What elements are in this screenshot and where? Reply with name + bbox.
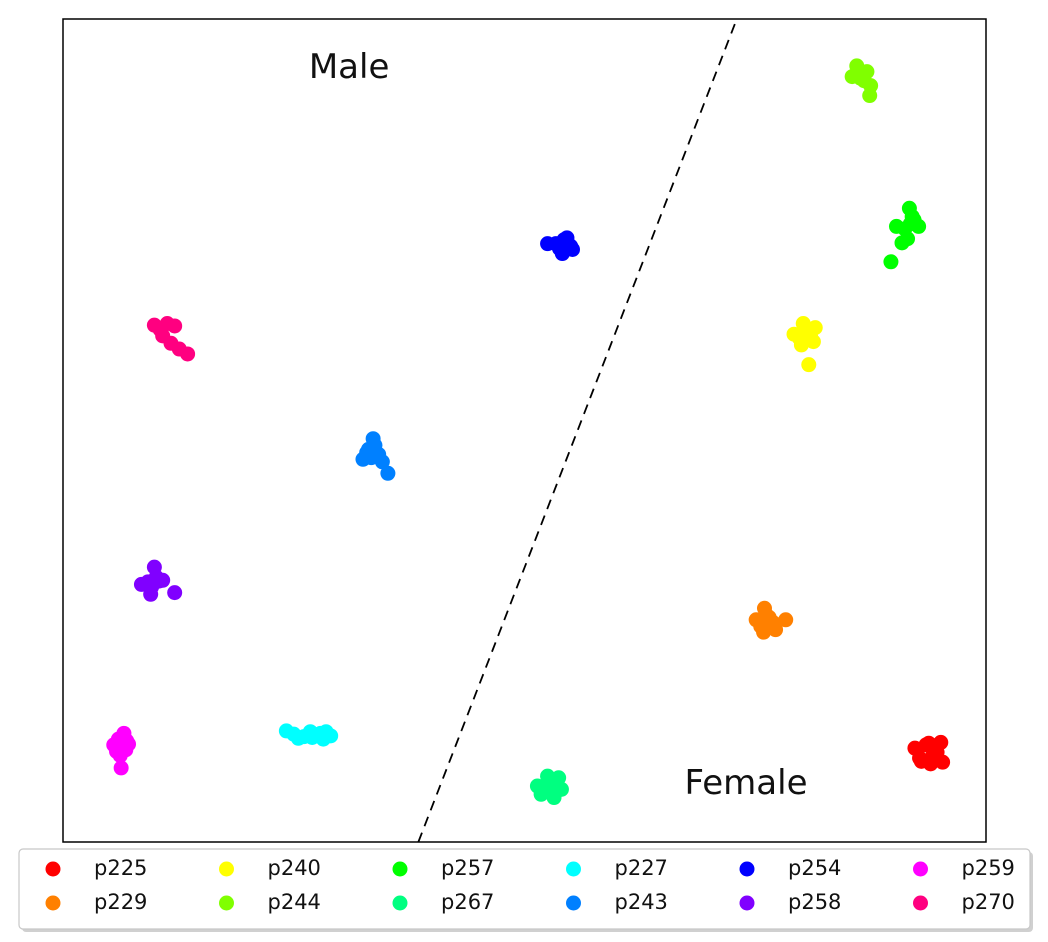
legend-item-p244: p244 bbox=[219, 890, 321, 914]
point-p227 bbox=[290, 730, 306, 746]
legend-item-p254: p254 bbox=[739, 856, 841, 880]
points-layer bbox=[106, 58, 951, 806]
legend-marker-p257 bbox=[392, 861, 408, 877]
point-p240 bbox=[792, 330, 808, 346]
point-p243 bbox=[374, 454, 390, 470]
legend-item-p257: p257 bbox=[392, 856, 494, 880]
legend: p225 p229 p240 p244 p257 p267 p227 p243 p254 p258… bbox=[18, 848, 1033, 932]
legend-label-p225: p225 bbox=[94, 856, 147, 880]
point-p257 bbox=[906, 212, 922, 228]
legend-item-p258: p258 bbox=[739, 890, 841, 914]
gender-divider-line bbox=[417, 18, 738, 843]
legend-item-p229: p229 bbox=[45, 890, 147, 914]
point-p270 bbox=[167, 318, 183, 334]
point-p257 bbox=[901, 200, 917, 216]
legend-label-p258: p258 bbox=[788, 890, 841, 914]
point-p243 bbox=[365, 431, 381, 447]
point-p229 bbox=[761, 609, 777, 625]
point-p270 bbox=[180, 346, 196, 362]
point-p259 bbox=[113, 760, 129, 776]
legend-marker-p254 bbox=[739, 861, 755, 877]
point-p244 bbox=[849, 58, 865, 74]
legend-label-p267: p267 bbox=[441, 890, 494, 914]
legend-label-p243: p243 bbox=[615, 890, 668, 914]
series-p270 bbox=[146, 316, 196, 362]
region-label-male: Male bbox=[309, 47, 390, 87]
point-p254 bbox=[559, 230, 575, 246]
legend-marker-p229 bbox=[45, 895, 61, 911]
legend-label-p270: p270 bbox=[962, 890, 1015, 914]
legend-marker-p225 bbox=[45, 861, 61, 877]
point-p225 bbox=[912, 750, 928, 766]
point-p267 bbox=[553, 781, 569, 797]
legend-marker-p259 bbox=[913, 861, 928, 877]
series-p225 bbox=[907, 734, 951, 772]
point-p258 bbox=[143, 586, 159, 602]
point-p258 bbox=[151, 573, 167, 589]
point-p259 bbox=[118, 742, 134, 758]
point-p243 bbox=[380, 465, 396, 481]
plot-frame bbox=[62, 18, 987, 843]
point-p240 bbox=[795, 316, 811, 332]
point-p240 bbox=[801, 357, 817, 373]
point-p258 bbox=[146, 559, 162, 575]
point-p267 bbox=[540, 768, 556, 784]
point-p254 bbox=[564, 241, 580, 257]
legend-item-p227: p227 bbox=[566, 856, 668, 880]
point-p227 bbox=[315, 731, 331, 747]
point-p244 bbox=[852, 70, 868, 86]
legend-marker-p258 bbox=[739, 895, 755, 911]
legend-item-p270: p270 bbox=[913, 890, 1015, 914]
legend-marker-p240 bbox=[219, 861, 234, 877]
legend-item-p240: p240 bbox=[219, 856, 321, 880]
point-p240 bbox=[803, 329, 819, 345]
legend-marker-p270 bbox=[913, 895, 928, 911]
point-p259 bbox=[116, 725, 132, 741]
series-p259 bbox=[106, 725, 137, 776]
series-p254 bbox=[540, 230, 580, 262]
legend-label-p227: p227 bbox=[615, 856, 668, 880]
legend-label-p254: p254 bbox=[788, 856, 841, 880]
legend-item-p225: p225 bbox=[45, 856, 147, 880]
point-p229 bbox=[768, 622, 784, 638]
legend-item-p243: p243 bbox=[566, 890, 668, 914]
legend-label-p240: p240 bbox=[268, 856, 321, 880]
point-p257 bbox=[883, 254, 899, 270]
legend-label-p229: p229 bbox=[94, 890, 147, 914]
point-p258 bbox=[167, 585, 183, 601]
point-p267 bbox=[533, 786, 549, 802]
legend-marker-p244 bbox=[219, 895, 234, 911]
legend-marker-p267 bbox=[392, 895, 408, 911]
point-p254 bbox=[552, 241, 568, 257]
series-p243 bbox=[355, 431, 396, 481]
region-label-female: Female bbox=[685, 763, 808, 803]
series-p229 bbox=[748, 600, 794, 640]
legend-item-p259: p259 bbox=[913, 856, 1015, 880]
point-p229 bbox=[778, 612, 794, 628]
series-p258 bbox=[133, 559, 183, 602]
series-p244 bbox=[844, 58, 879, 104]
legend-label-p257: p257 bbox=[441, 856, 494, 880]
series-p240 bbox=[786, 316, 823, 373]
point-p225 bbox=[921, 735, 937, 751]
series-p267 bbox=[529, 768, 569, 806]
point-p244 bbox=[862, 88, 878, 104]
legend-item-p267: p267 bbox=[392, 890, 494, 914]
series-p227 bbox=[278, 723, 339, 747]
series-p257 bbox=[883, 200, 927, 270]
legend-label-p259: p259 bbox=[962, 856, 1015, 880]
legend-marker-p243 bbox=[566, 895, 581, 911]
point-p227 bbox=[302, 724, 318, 740]
point-p257 bbox=[894, 235, 910, 251]
legend-box bbox=[18, 848, 1031, 930]
legend-label-p244: p244 bbox=[268, 890, 321, 914]
point-p229 bbox=[756, 624, 772, 640]
point-p225 bbox=[924, 748, 940, 764]
legend-marker-p227 bbox=[566, 861, 581, 877]
